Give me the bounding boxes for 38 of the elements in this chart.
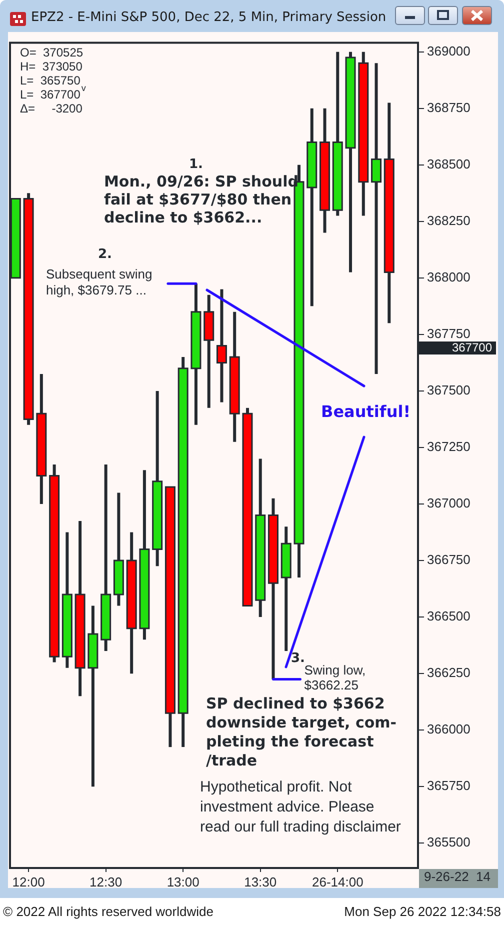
annotation: Swing low, $3662.25 — [304, 662, 366, 692]
annotation: Subsequent swing high, $3679.75 ... — [46, 266, 152, 298]
annotation: L= 365750 — [20, 73, 81, 88]
x-tick-label: 12:00 — [12, 874, 45, 890]
y-tick-label: 366500 — [427, 608, 470, 624]
y-tick-label: 367000 — [427, 496, 470, 511]
y-tick-label: 366750 — [427, 552, 470, 568]
annotation: 1. — [189, 156, 203, 172]
annotation: SP declined to $3662 downside target, com- pleting the forecast /trade — [206, 694, 397, 770]
x-tick-label: 13:30 — [244, 874, 277, 890]
y-tick-label: 369000 — [427, 43, 470, 58]
annotation: Δ= -3200 — [20, 101, 83, 116]
y-tick-label: 366250 — [427, 665, 470, 680]
y-tick-label: 365500 — [427, 834, 470, 850]
annotation: O= 370525 — [20, 45, 84, 60]
y-tick-label: 366000 — [427, 722, 470, 737]
annotation: 3. — [291, 650, 305, 666]
y-tick-label: 365750 — [427, 778, 470, 794]
annotation: Mon., 09/26: SP should fail at $3677/$80 then decline to $3662... — [104, 172, 298, 226]
chart-title: EPZ2 - E-Mini S&P 500, Dec 22, 5 Min, Primary Session — [31, 10, 386, 25]
text: 9-26-22 14 — [424, 869, 490, 884]
text: Mon Sep 26 2022 12:34:58 — [344, 904, 501, 919]
y-tick-label: 368000 — [427, 270, 470, 285]
y-tick-label: 368250 — [427, 212, 470, 228]
y-tick-label: 367500 — [427, 382, 470, 398]
annotation: 2. — [98, 246, 112, 262]
x-tick-label: 13:00 — [166, 874, 200, 890]
y-tick-label: 368500 — [427, 156, 470, 172]
y-tick-label: 367250 — [427, 439, 470, 454]
text: 367700 — [452, 340, 492, 354]
text: © 2022 All rights reserved worldwide — [3, 904, 214, 919]
y-tick-label: 368750 — [427, 100, 470, 115]
y-tick-label: 367750 — [427, 326, 470, 342]
annotation: Beautiful! — [321, 402, 410, 422]
x-tick-label: 26-14:00 — [312, 874, 364, 890]
x-tick-label: 12:30 — [90, 874, 122, 890]
annotation: Hypothetical profit. Not investment advice. Please read our full trading disclaimer — [200, 778, 401, 836]
annotation: H= 373050 — [20, 59, 83, 74]
